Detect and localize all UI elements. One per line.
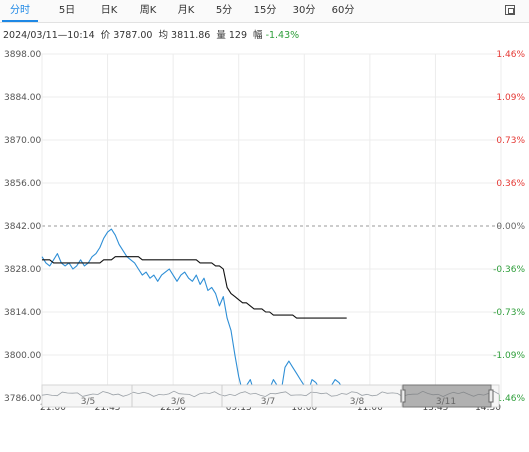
navigator-date-label: 3/7 (261, 397, 275, 407)
info-change: -1.43% (265, 30, 300, 41)
right-percent-axis: 1.46% 1.09% 0.73% 0.36% 0.00% -0.36% -0.73% -1.… (493, 50, 525, 404)
tab-intraday[interactable]: 分时 (2, 0, 38, 22)
x-tick-label: 13:45 (422, 403, 448, 413)
y-tick-label-percent: 1.09% (496, 93, 525, 103)
y-tick-label: 3870.00 (4, 136, 41, 146)
y-tick-label-percent: 1.46% (496, 50, 525, 60)
average-price-line (42, 256, 347, 319)
quote-info-bar: 2024/03/11—10:14 价 3787.00 均 3811.86 量 129 … (3, 27, 302, 41)
info-price: 3787.00 (113, 30, 153, 41)
navigator-date-label: 3/5 (81, 397, 95, 407)
tab-daily-k[interactable]: 日K (100, 5, 118, 16)
x-tick-label: 09:15 (226, 403, 252, 413)
x-tick-label: 22:30 (160, 403, 186, 413)
info-price-label: 价 (100, 30, 111, 41)
y-tick-label-percent: 0.00% (496, 222, 525, 232)
fullscreen-icon[interactable] (505, 5, 515, 15)
tab-monthly-k[interactable]: 月K (177, 5, 195, 16)
info-avg-label: 均 (158, 30, 169, 41)
left-price-axis: 3898.00 3884.00 3870.00 3856.00 3842.00 3828.… (4, 50, 41, 404)
y-tick-label-percent: -0.36% (493, 265, 525, 275)
info-avg: 3811.86 (171, 30, 211, 41)
info-volume-label: 量 (216, 30, 226, 41)
x-tick-label: 21:45 (95, 403, 121, 413)
tab-15min[interactable]: 15分 (253, 5, 277, 16)
info-volume: 129 (228, 30, 248, 41)
y-tick-label-percent: -1.09% (493, 351, 525, 361)
navigator-date-label: 3/11 (436, 397, 456, 407)
tab-5day[interactable]: 5日 (58, 5, 76, 16)
price-line (41, 228, 348, 396)
y-tick-label: 3828.00 (4, 265, 41, 275)
y-tick-label: 3898.00 (4, 50, 41, 60)
info-datetime: 2024/03/11—10:14 (3, 30, 95, 41)
y-tick-label: 3856.00 (4, 179, 41, 189)
navigator-date-label: 3/6 (171, 397, 186, 407)
tab-30min[interactable]: 30分 (292, 5, 316, 16)
y-tick-label: 3786.00 (4, 394, 41, 404)
range-navigator[interactable]: 3/5 3/6 3/7 3/8 3/11 (41, 384, 500, 408)
navigator-track (41, 384, 500, 408)
y-tick-label: 3884.00 (4, 93, 41, 103)
navigator-handle-left (400, 389, 406, 403)
x-tick-label: 10:00 (291, 403, 317, 413)
navigator-date-label: 3/8 (350, 397, 365, 407)
y-tick-label-percent: 0.73% (496, 136, 525, 146)
x-tick-label: 21:00 (40, 403, 66, 413)
y-tick-label: 3800.00 (4, 351, 41, 361)
y-tick-label: 3842.00 (4, 222, 41, 232)
x-tick-label: 11:00 (357, 403, 383, 413)
tab-weekly-k[interactable]: 周K (139, 5, 157, 16)
info-change-label: 幅 (253, 30, 263, 41)
time-axis: 21:00 21:45 22:30 09:15 10:00 11:00 13:45 14:30 (40, 403, 501, 413)
y-tick-label-percent: 0.36% (496, 179, 525, 189)
tab-5min[interactable]: 5分 (215, 5, 233, 16)
y-tick-label-percent: -0.73% (493, 308, 525, 318)
x-tick-label: 14:30 (475, 403, 501, 413)
navigator-handle-right (488, 389, 494, 403)
y-tick-label: 3814.00 (4, 308, 41, 318)
tab-60min[interactable]: 60分 (331, 5, 355, 16)
chart-grid (41, 53, 502, 399)
chart-lines (41, 228, 348, 396)
period-toolbar: 分时 5日 日K 周K 月K 5分 15分 30分 60分 (0, 0, 529, 23)
y-tick-label-percent: -1.46% (493, 394, 525, 404)
